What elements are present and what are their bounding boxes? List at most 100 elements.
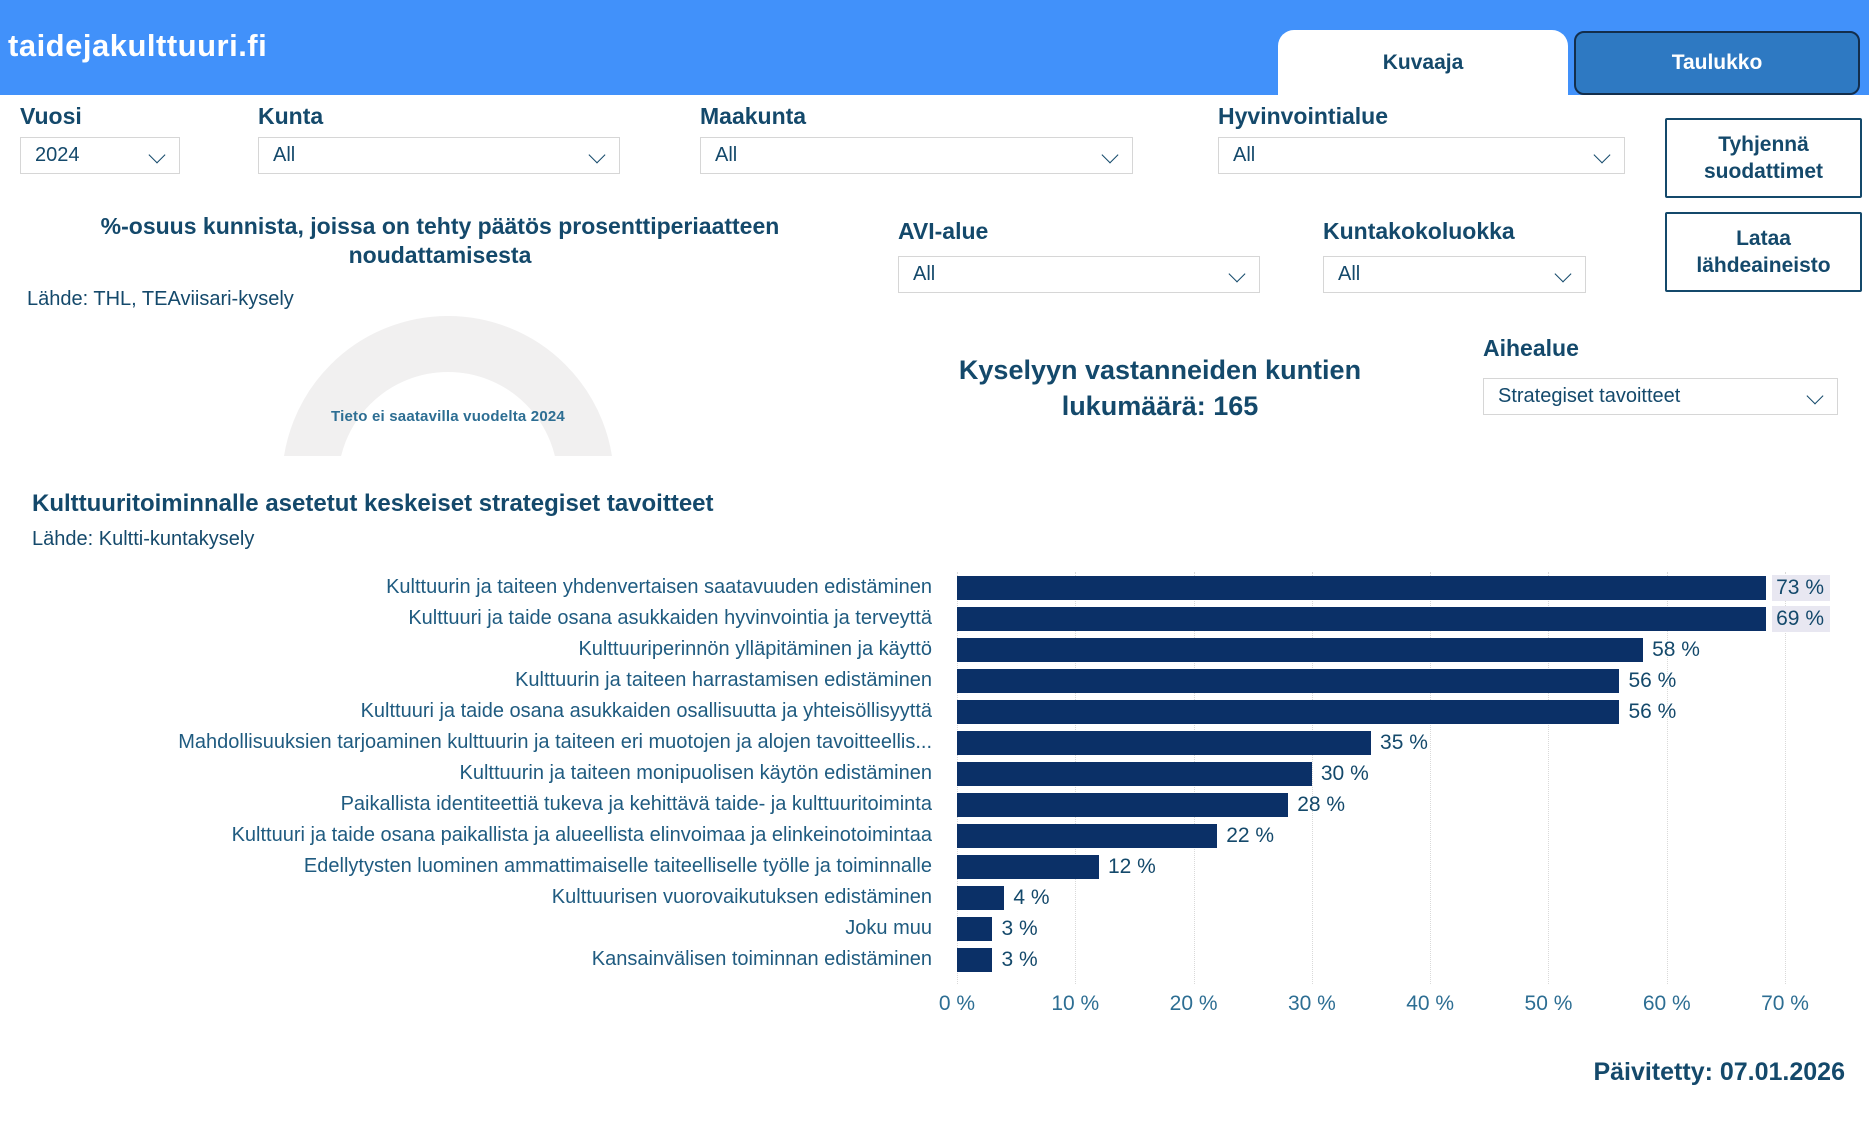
x-axis-tick-label: 50 % [1524, 992, 1573, 1015]
category-label: Edellytysten luominen ammattimaiselle ta… [303, 855, 932, 877]
bar[interactable] [957, 637, 1644, 662]
x-axis-tick-label: 30 % [1287, 992, 1336, 1015]
clear-filters-button[interactable]: Tyhjennä suodattimet [1665, 118, 1862, 198]
bar-track: 73 % [957, 572, 1830, 603]
kuntakokoluokka-value: All [1338, 263, 1361, 285]
chart-row: Kansainvälisen toiminnan edistäminen 3 % [0, 944, 1869, 975]
tab-taulukko[interactable]: Taulukko [1574, 31, 1860, 95]
bar-value-label: 3 % [1001, 947, 1038, 971]
kuntakokoluokka-dropdown[interactable]: All [1323, 256, 1586, 293]
bar[interactable] [957, 575, 1767, 600]
kunta-value: All [273, 144, 296, 166]
bar-value-label: 56 % [1628, 699, 1677, 723]
x-axis-tick-label: 60 % [1642, 992, 1691, 1015]
gridline [1785, 572, 1787, 984]
category-label: Kansainvälisen toiminnan edistäminen [591, 948, 932, 970]
category-label: Paikallista identiteettiä tukeva ja kehi… [340, 793, 932, 815]
category-label: Mahdollisuuksien tarjoaminen kulttuurin … [178, 731, 932, 753]
bar-track: 58 % [957, 634, 1830, 665]
chart-row: Kulttuurin ja taiteen monipuolisen käytö… [0, 758, 1869, 789]
gridline [1548, 572, 1550, 984]
category-label: Kulttuurin ja taiteen yhdenvertaisen saa… [386, 576, 932, 598]
hyvinvointialue-label: Hyvinvointialue [1218, 103, 1388, 129]
chevron-down-icon [1807, 389, 1823, 405]
maakunta-label: Maakunta [700, 103, 807, 129]
bar-value-label: 3 % [1001, 916, 1038, 940]
bar-track: 69 % [957, 603, 1830, 634]
x-axis: 0 % 10 % 20 % 30 % 40 % 50 % 60 % 70 % [939, 992, 1830, 1022]
maakunta-value: All [715, 144, 738, 166]
aihealue-value: Strategiset tavoitteet [1498, 385, 1681, 407]
category-label: Kulttuuri ja taide osana paikallista ja … [231, 824, 932, 846]
chart-title: Kulttuuritoiminnalle asetetut keskeiset … [32, 490, 714, 517]
chart-row: Joku muu 3 % [0, 913, 1869, 944]
hyvinvointialue-value: All [1233, 144, 1256, 166]
bar-value-label: 28 % [1297, 792, 1346, 816]
chart-row: Kulttuuri ja taide osana paikallista ja … [0, 820, 1869, 851]
tab-kuvaaja[interactable]: Kuvaaja [1278, 30, 1568, 95]
bar-track: 35 % [957, 727, 1830, 758]
kunta-dropdown[interactable]: All [258, 137, 620, 174]
bar[interactable] [957, 668, 1620, 693]
bar-value-label: 22 % [1226, 823, 1275, 847]
bar[interactable] [957, 730, 1372, 755]
bar-value-label: 56 % [1628, 668, 1677, 692]
bar[interactable] [957, 947, 993, 972]
bar-value-label: 73 % [1772, 574, 1830, 601]
bar[interactable] [957, 792, 1289, 817]
category-label: Joku muu [845, 917, 932, 939]
chevron-down-icon [589, 148, 605, 164]
bar[interactable] [957, 854, 1099, 879]
chevron-down-icon [1594, 148, 1610, 164]
bar-value-label: 58 % [1652, 637, 1700, 661]
respondents-note: Kyselyyn vastanneiden kuntien lukumäärä:… [958, 355, 1362, 421]
chevron-down-icon [1229, 267, 1245, 283]
gauge-arc [282, 316, 614, 456]
chart-row: Edellytysten luominen ammattimaiselle ta… [0, 851, 1869, 882]
category-label: Kulttuuriperinnön ylläpitäminen ja käytt… [578, 638, 932, 660]
gauge-title: %-osuus kunnista, joissa on tehty päätös… [100, 213, 780, 268]
bar-track: 12 % [957, 851, 1830, 882]
aihealue-label: Aihealue [1483, 335, 1579, 361]
bar[interactable] [957, 823, 1218, 848]
category-label: Kulttuurin ja taiteen monipuolisen käytö… [459, 762, 932, 784]
chart-row: Kulttuurisen vuorovaikutuksen edistämine… [0, 882, 1869, 913]
maakunta-dropdown[interactable]: All [700, 137, 1133, 174]
avi-alue-dropdown[interactable]: All [898, 256, 1260, 293]
hyvinvointialue-dropdown[interactable]: All [1218, 137, 1625, 174]
kuntakokoluokka-label: Kuntakokoluokka [1323, 218, 1515, 244]
gauge-no-data-text: Tieto ei saatavilla vuodelta 2024 [331, 408, 565, 425]
gridline [1430, 572, 1432, 984]
chart-row: Kulttuuriperinnön ylläpitäminen ja käytt… [0, 634, 1869, 665]
gridline [1311, 572, 1313, 984]
chevron-down-icon [149, 148, 165, 164]
category-label: Kulttuurin ja taiteen harrastamisen edis… [515, 669, 932, 691]
bar-value-label: 4 % [1013, 885, 1050, 909]
vuosi-dropdown[interactable]: 2024 [20, 137, 180, 174]
bar-value-label: 12 % [1107, 854, 1156, 878]
x-axis-tick-label: 20 % [1169, 992, 1218, 1015]
x-axis-tick-label: 10 % [1051, 992, 1100, 1015]
chart-row: Kulttuurin ja taiteen yhdenvertaisen saa… [0, 572, 1869, 603]
bar-rows: Kulttuurin ja taiteen yhdenvertaisen saa… [0, 572, 1869, 975]
bar-track: 3 % [957, 913, 1830, 944]
bar-track: 28 % [957, 789, 1830, 820]
bar[interactable] [957, 606, 1767, 631]
aihealue-dropdown[interactable]: Strategiset tavoitteet [1483, 378, 1838, 415]
bar-track: 56 % [957, 696, 1830, 727]
chart-source: Lähde: Kultti-kuntakysely [32, 528, 255, 550]
last-updated-text: Päivitetty: 07.01.2026 [1593, 1058, 1845, 1086]
bar[interactable] [957, 699, 1620, 724]
download-source-button[interactable]: Lataa lähdeaineisto [1665, 212, 1862, 292]
bar[interactable] [957, 885, 1005, 910]
bar[interactable] [957, 761, 1312, 786]
chevron-down-icon [1102, 148, 1118, 164]
chevron-down-icon [1555, 267, 1571, 283]
category-label: Kulttuuri ja taide osana asukkaiden osal… [360, 700, 932, 722]
bar[interactable] [957, 916, 993, 941]
bar-track: 22 % [957, 820, 1830, 851]
x-axis-tick-label: 40 % [1406, 992, 1455, 1015]
gauge-ring-shape [282, 316, 614, 456]
vuosi-label: Vuosi [20, 103, 82, 129]
chart-row: Mahdollisuuksien tarjoaminen kulttuurin … [0, 727, 1869, 758]
